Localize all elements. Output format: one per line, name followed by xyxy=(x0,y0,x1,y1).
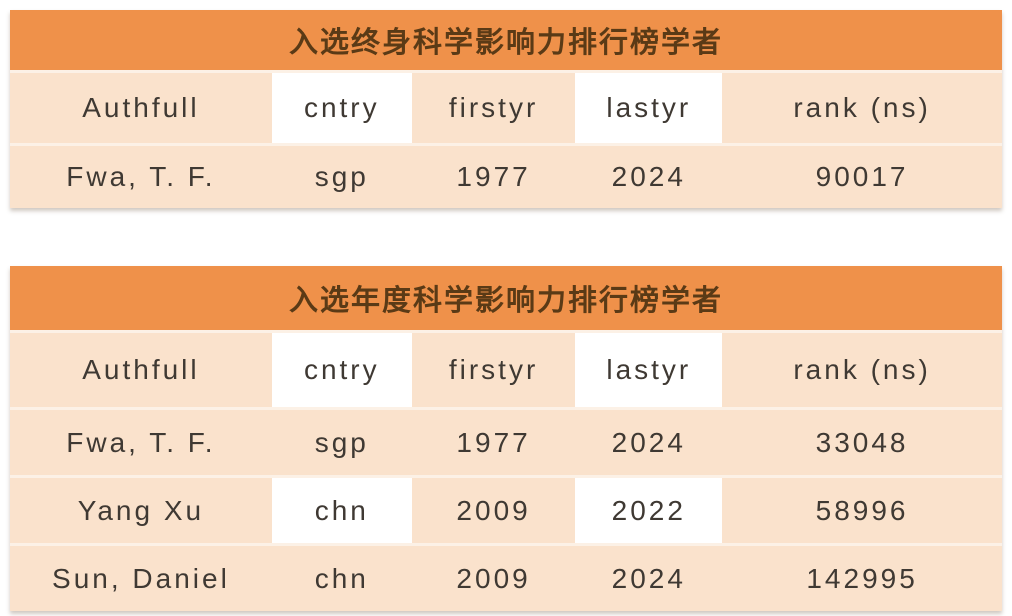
table-title: 入选终身科学影响力排行榜学者 xyxy=(288,27,723,59)
table-cell: Yang Xu xyxy=(77,494,205,526)
column-header: lastyr xyxy=(575,333,723,407)
column-header: firstyr xyxy=(448,92,539,123)
table-row: Fwa, T. F. sgp 1977 2024 33048 xyxy=(10,407,1002,475)
table-cell: 58996 xyxy=(815,494,909,526)
table-header-row: Authfull cntry firstyr lastyr rank (ns) xyxy=(10,70,1002,143)
table-cell: Fwa, T. F. xyxy=(66,426,216,458)
table-cell: 33048 xyxy=(815,426,909,458)
table-cell: Sun, Daniel xyxy=(52,562,230,594)
column-header: rank (ns) xyxy=(793,92,931,123)
table-row: Sun, Daniel chn 2009 2024 142995 xyxy=(10,543,1002,611)
table-cell: 2024 xyxy=(611,562,686,594)
table-row: Fwa, T. F. sgp 1977 2024 90017 xyxy=(10,143,1002,208)
table-cell: chn xyxy=(271,478,412,543)
table-cell: 90017 xyxy=(815,161,909,192)
table-title: 入选年度科学影响力排行榜学者 xyxy=(288,285,723,317)
table-header-row: Authfull cntry firstyr lastyr rank (ns) xyxy=(10,330,1002,407)
table-cell: 2009 xyxy=(456,562,531,594)
table-cell: 2022 xyxy=(575,478,723,543)
column-header: cntry xyxy=(271,73,412,143)
column-header: Authfull xyxy=(82,354,200,385)
lifetime-impact-table: 入选终身科学影响力排行榜学者 Authfull cntry firstyr lasty… xyxy=(10,10,1002,208)
table-body: Authfull cntry firstyr lastyr rank (ns) Fwa, … xyxy=(10,330,1002,611)
table-cell: chn xyxy=(314,562,369,594)
table-row: Yang Xu chn 2009 2022 58996 xyxy=(10,475,1002,543)
table-cell: 2024 xyxy=(611,426,686,458)
table-cell: 142995 xyxy=(806,562,918,594)
table-cell: sgp xyxy=(314,426,369,458)
table-cell: 2009 xyxy=(456,494,531,526)
column-header: cntry xyxy=(271,333,412,407)
table-cell: 1977 xyxy=(456,161,531,192)
column-header: lastyr xyxy=(575,73,723,143)
column-header: firstyr xyxy=(448,354,539,385)
table-cell: sgp xyxy=(314,161,369,192)
table-body: Authfull cntry firstyr lastyr rank (ns) Fwa, … xyxy=(10,70,1002,208)
column-header: rank (ns) xyxy=(793,354,931,385)
table-cell: 2024 xyxy=(611,161,686,192)
column-header: Authfull xyxy=(82,92,200,123)
table-cell: 1977 xyxy=(456,426,531,458)
annual-impact-table: 入选年度科学影响力排行榜学者 Authfull cntry firstyr lasty… xyxy=(10,266,1002,611)
table-cell: Fwa, T. F. xyxy=(66,161,216,192)
table-title-band: 入选年度科学影响力排行榜学者 xyxy=(10,266,1002,330)
table-title-band: 入选终身科学影响力排行榜学者 xyxy=(10,10,1002,70)
